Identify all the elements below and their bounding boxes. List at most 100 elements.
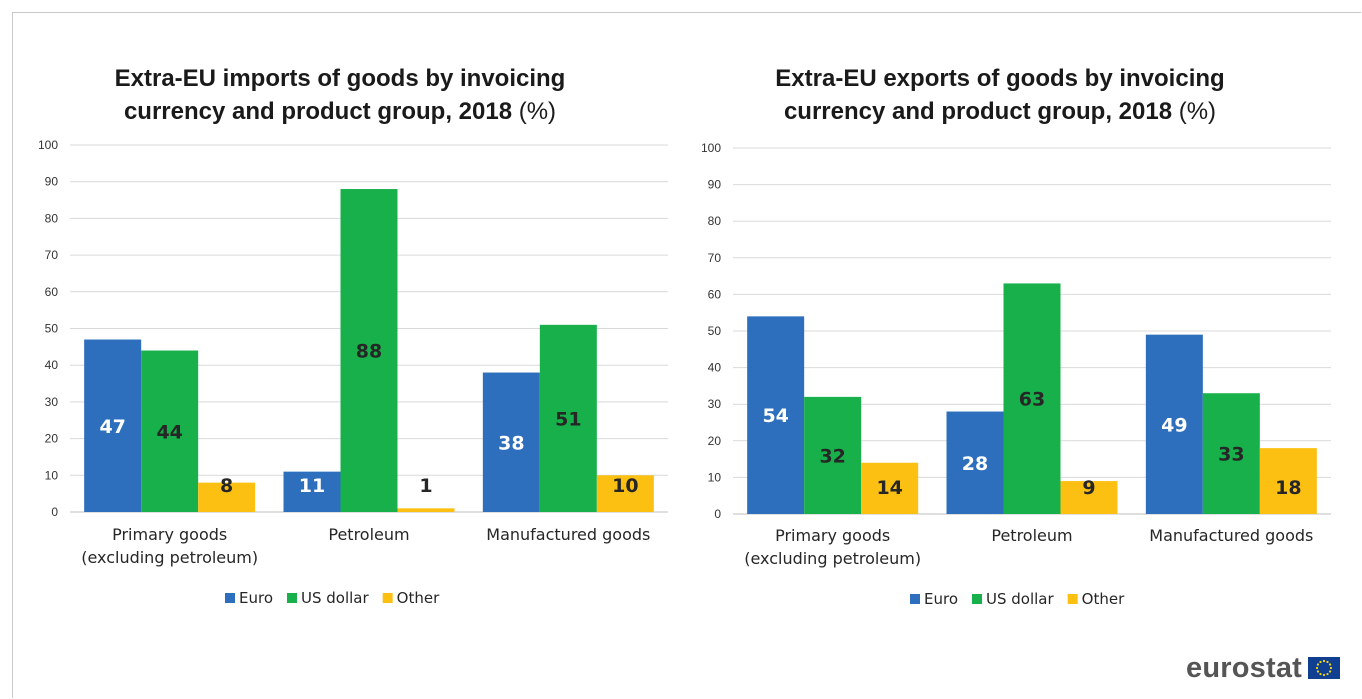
imports-legend-swatch bbox=[382, 593, 393, 603]
exports-plot: 0 10 20 30 40 50 60 70 80 90 100 54 32 14 Primary good… bbox=[701, 141, 1331, 608]
eurostat-logo-text: eurostat bbox=[1186, 651, 1303, 684]
exports-title-unit: (%) bbox=[1178, 98, 1217, 125]
imports-legend-label: Other bbox=[397, 589, 440, 607]
imports-y-tick-label: 60 bbox=[45, 285, 59, 299]
eu-flag-star bbox=[1328, 670, 1332, 673]
imports-chart: Extra-EU imports of goods by invoicing c… bbox=[0, 0, 680, 640]
exports-title-line-1: Extra-EU exports of goods by invoicing bbox=[775, 65, 1225, 92]
imports-data-label: 11 bbox=[299, 475, 325, 497]
exports-legend-label: Other bbox=[1082, 590, 1125, 608]
exports-category-label: Manufactured goods bbox=[1149, 526, 1313, 545]
exports-y-tick-label: 0 bbox=[714, 507, 721, 521]
eu-flag-star bbox=[1316, 670, 1320, 673]
imports-data-label: 1 bbox=[419, 475, 432, 497]
imports-category-label: Manufactured goods bbox=[486, 525, 650, 544]
exports-y-tick-label: 50 bbox=[708, 324, 722, 338]
imports-y-tick-label: 30 bbox=[45, 395, 59, 409]
imports-y-tick-label: 50 bbox=[45, 322, 59, 336]
exports-legend-swatch bbox=[1067, 594, 1078, 604]
imports-bar-other bbox=[198, 482, 256, 512]
eu-flag-star bbox=[1329, 666, 1333, 670]
imports-title-line-2: currency and product group, 2018 bbox=[123, 98, 513, 125]
eu-flag-star bbox=[1319, 660, 1322, 664]
imports-legend-label: Euro bbox=[239, 589, 273, 607]
exports-bar-us-dollar bbox=[1202, 393, 1260, 514]
eu-flag-star bbox=[1316, 663, 1320, 666]
exports-data-label: 33 bbox=[1218, 444, 1244, 466]
imports-plot: 0 10 20 30 40 50 60 70 80 90 100 47 44 8 Primary goods… bbox=[38, 138, 668, 607]
imports-data-label: 44 bbox=[156, 421, 182, 443]
exports-bar-other bbox=[1060, 481, 1118, 514]
imports-bar-euro bbox=[482, 372, 540, 512]
imports-bar-other bbox=[596, 475, 654, 512]
imports-category-label: (excluding petroleum) bbox=[81, 548, 258, 567]
eu-flag-star bbox=[1315, 666, 1319, 670]
exports-data-label: 9 bbox=[1082, 477, 1095, 499]
exports-y-tick-label: 10 bbox=[708, 470, 722, 484]
exports-legend-swatch bbox=[910, 594, 920, 604]
exports-bar-euro bbox=[747, 316, 805, 514]
eu-flag-star bbox=[1319, 672, 1322, 676]
exports-bar-euro bbox=[946, 411, 1004, 514]
imports-bar-euro bbox=[283, 471, 341, 512]
imports-y-tick-label: 0 bbox=[51, 505, 58, 519]
exports-bar-euro bbox=[1145, 334, 1203, 514]
imports-title-unit: (%) bbox=[518, 98, 557, 125]
exports-y-tick-label: 30 bbox=[708, 397, 722, 411]
imports-y-tick-label: 70 bbox=[45, 248, 59, 262]
eu-flag-star bbox=[1326, 672, 1329, 676]
eu-flag-star bbox=[1322, 673, 1326, 677]
exports-bar-other bbox=[861, 462, 919, 514]
imports-category-label: Petroleum bbox=[328, 525, 409, 544]
exports-bar-us-dollar bbox=[1003, 283, 1061, 514]
exports-bar-other bbox=[1259, 448, 1317, 514]
imports-data-label: 51 bbox=[555, 408, 581, 430]
imports-legend-label: US dollar bbox=[301, 589, 369, 607]
exports-y-tick-label: 80 bbox=[708, 214, 722, 228]
imports-legend-swatch bbox=[225, 593, 235, 603]
imports-category-label: Primary goods bbox=[112, 525, 227, 544]
imports-bar-euro bbox=[84, 339, 142, 512]
imports-data-label: 38 bbox=[498, 432, 524, 454]
exports-data-label: 54 bbox=[762, 405, 788, 427]
eu-flag-star bbox=[1326, 660, 1329, 664]
imports-chart-title: Extra-EU imports of goods by invoicing c… bbox=[0, 62, 680, 128]
exports-data-label: 32 bbox=[819, 445, 845, 467]
exports-chart: Extra-EU exports of goods by invoicing c… bbox=[660, 0, 1340, 640]
exports-y-tick-label: 70 bbox=[708, 251, 722, 265]
imports-legend-swatch bbox=[287, 593, 297, 603]
exports-chart-title: Extra-EU exports of goods by invoicing c… bbox=[660, 62, 1340, 128]
eurostat-logo: eurostat bbox=[1186, 651, 1341, 684]
exports-legend-label: Euro bbox=[924, 590, 958, 608]
exports-y-tick-label: 100 bbox=[701, 141, 721, 155]
imports-y-tick-label: 90 bbox=[45, 175, 59, 189]
exports-category-label: Petroleum bbox=[991, 526, 1072, 545]
exports-legend-swatch bbox=[972, 594, 982, 604]
exports-title-line-2: currency and product group, 2018 bbox=[783, 98, 1173, 125]
exports-category-label: (excluding petroleum) bbox=[744, 549, 921, 568]
eu-flag-star bbox=[1322, 659, 1326, 663]
imports-y-tick-label: 40 bbox=[45, 358, 59, 372]
exports-y-tick-label: 60 bbox=[708, 287, 722, 301]
imports-bar-us-dollar bbox=[141, 350, 199, 512]
exports-data-label: 63 bbox=[1019, 389, 1045, 411]
imports-data-label: 10 bbox=[612, 475, 638, 497]
exports-y-tick-label: 90 bbox=[708, 178, 722, 192]
exports-data-label: 18 bbox=[1275, 477, 1301, 499]
imports-y-tick-label: 80 bbox=[45, 211, 59, 225]
exports-category-label: Primary goods bbox=[775, 526, 890, 545]
figure-frame bbox=[12, 12, 1361, 698]
imports-y-tick-label: 20 bbox=[45, 432, 59, 446]
exports-y-tick-label: 20 bbox=[708, 434, 722, 448]
imports-bar-other bbox=[397, 508, 455, 512]
imports-title-line-1: Extra-EU imports of goods by invoicing bbox=[114, 65, 566, 92]
imports-y-tick-label: 100 bbox=[38, 138, 58, 152]
imports-bar-us-dollar bbox=[340, 189, 398, 513]
exports-data-label: 49 bbox=[1161, 414, 1187, 436]
imports-data-label: 47 bbox=[99, 416, 125, 438]
exports-bar-us-dollar bbox=[804, 396, 862, 514]
imports-data-label: 8 bbox=[220, 475, 233, 497]
imports-bar-us-dollar bbox=[539, 324, 597, 512]
imports-y-tick-label: 10 bbox=[45, 468, 59, 482]
imports-data-label: 88 bbox=[356, 341, 382, 363]
